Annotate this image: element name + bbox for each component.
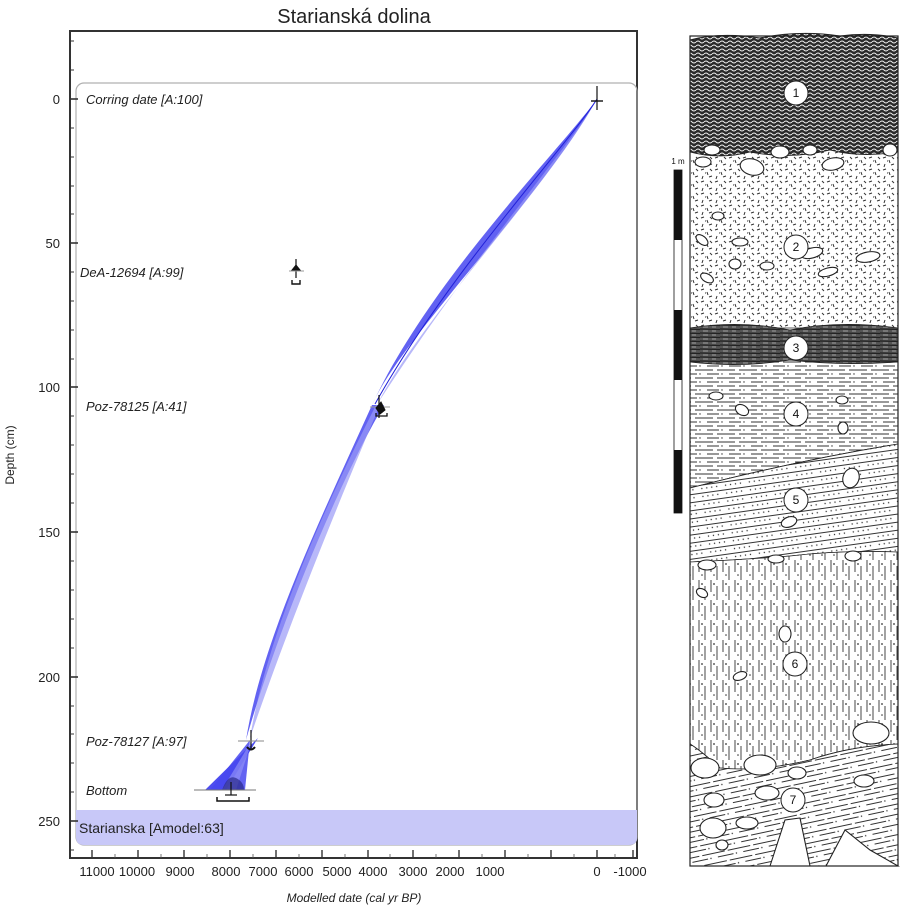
x-tick-3000: 3000 (399, 864, 428, 879)
layer-4-number: 4 (793, 407, 800, 421)
label-bottom: Bottom (86, 783, 127, 798)
model-band (76, 810, 637, 845)
scale-bar-label: 1 m (671, 157, 685, 166)
model-label: Starianska [Amodel:63] (79, 820, 224, 836)
scale-bar: 1 m (671, 157, 685, 514)
sample-labels: Corring date [A:100] DeA-12694 [A:99] Po… (80, 92, 203, 798)
age-depth-envelope (205, 98, 598, 790)
layer-markers: 1 2 3 4 5 6 7 (780, 80, 809, 813)
chart-title: Starianská dolina (277, 6, 431, 28)
x-axis (91, 850, 634, 858)
y-axis-label: Depth (cm) (3, 425, 17, 484)
layer-2-number: 2 (793, 240, 800, 254)
x-tick-7000: 7000 (249, 864, 278, 879)
label-dea-12694: DeA-12694 [A:99] (80, 265, 184, 280)
x-tick-neg1000: -1000 (613, 864, 646, 879)
marker-corring-date (591, 86, 603, 110)
layer-1-number: 1 (793, 86, 800, 100)
y-tick-100: 100 (38, 380, 60, 395)
x-tick-1000: 1000 (476, 864, 505, 879)
y-tick-250: 250 (38, 814, 60, 829)
label-corring-date: Corring date [A:100] (86, 92, 203, 107)
layer-6-number: 6 (792, 657, 799, 671)
marker-poz-78125 (370, 395, 390, 418)
x-tick-8000: 8000 (212, 864, 241, 879)
layer-5-number: 5 (793, 493, 800, 507)
x-tick-6000: 6000 (285, 864, 314, 879)
layer-7-number: 7 (790, 793, 797, 807)
label-poz-78127: Poz-78127 [A:97] (86, 734, 187, 749)
x-tick-0: 0 (593, 864, 600, 879)
y-tick-labels: 0 50 100 150 200 250 (38, 92, 60, 829)
y-tick-50: 50 (46, 236, 60, 251)
x-tick-2000: 2000 (436, 864, 465, 879)
marker-bottom (194, 782, 256, 802)
x-tick-4000: 4000 (359, 864, 388, 879)
layer-3-number: 3 (793, 341, 800, 355)
x-tick-5000: 5000 (323, 864, 352, 879)
x-axis-minor (114, 854, 616, 858)
x-axis-label: Modelled date (cal yr BP) (287, 891, 422, 905)
marker-poz-78127 (238, 730, 264, 751)
x-tick-11000: 11000 (79, 864, 114, 879)
sample-markers (194, 86, 603, 802)
stratigraphic-profile: 1 2 3 4 5 6 7 1 m (671, 32, 900, 867)
x-tick-labels: 11000 10000 9000 8000 7000 6000 5000 400… (79, 864, 646, 879)
y-tick-200: 200 (38, 670, 60, 685)
x-tick-10000: 10000 (119, 864, 155, 879)
y-tick-150: 150 (38, 525, 60, 540)
y-tick-0: 0 (53, 92, 60, 107)
label-poz-78125: Poz-78125 [A:41] (86, 399, 187, 414)
x-tick-9000: 9000 (166, 864, 195, 879)
y-axis (70, 40, 78, 851)
marker-dea-12694 (289, 259, 304, 285)
